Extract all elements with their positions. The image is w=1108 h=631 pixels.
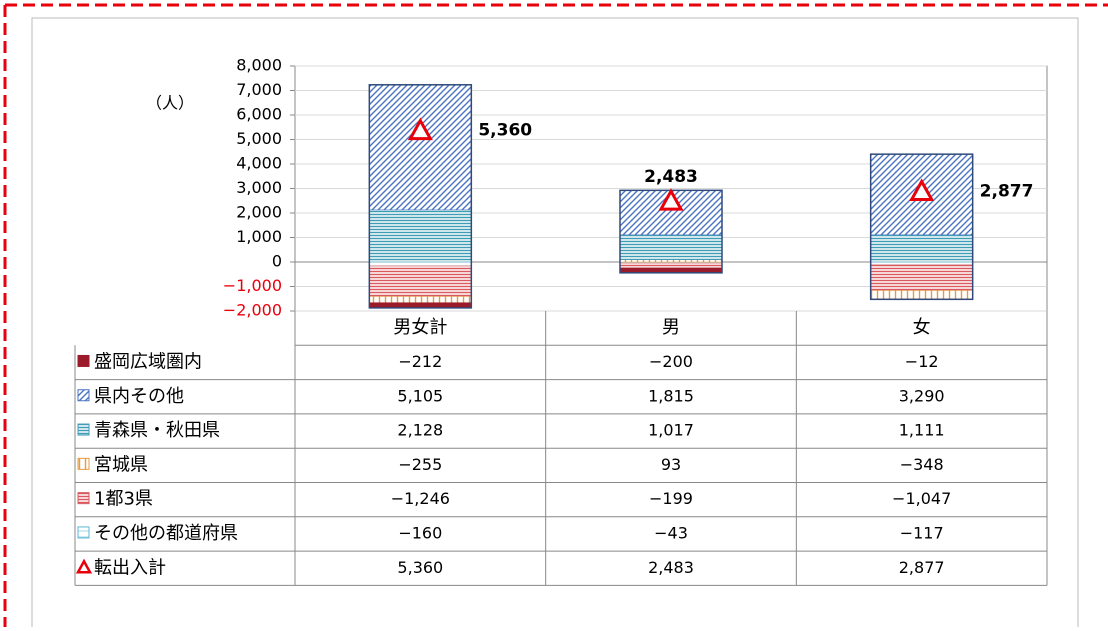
y-tick-label: 7,000	[236, 80, 282, 99]
x-tick-label: 女	[913, 317, 931, 338]
bar-segment	[369, 266, 471, 297]
table-cell: −12	[905, 352, 939, 371]
table-cell: −199	[649, 489, 693, 508]
legend-label: 県内その他	[94, 386, 184, 407]
bar-segment	[871, 262, 973, 265]
table-cell: −160	[398, 523, 442, 542]
legend-label: 宮城県	[94, 454, 148, 475]
table-cell: −212	[398, 352, 442, 371]
y-tick-label: 6,000	[236, 105, 282, 124]
legend-label: 1都3県	[94, 489, 153, 510]
data-label: 5,360	[478, 121, 532, 141]
legend-label: その他の都道府県	[94, 523, 238, 544]
bar-segment	[369, 85, 471, 210]
bar-segment	[369, 303, 471, 308]
legend-label: 盛岡広域圏内	[94, 351, 202, 372]
legend-swatch	[78, 424, 89, 435]
table-cell: 1,815	[648, 386, 694, 405]
table-cell: 5,105	[397, 386, 443, 405]
table-cell: −200	[649, 352, 693, 371]
table-cell: 5,360	[397, 558, 443, 577]
table-cell: −117	[900, 523, 944, 542]
y-tick-label: 8,000	[236, 56, 282, 75]
legend-swatch	[78, 493, 89, 504]
table-cell: 1,111	[899, 421, 945, 440]
y-tick-label: 4,000	[236, 154, 282, 173]
y-tick-label: −2,000	[223, 301, 282, 320]
legend-swatch	[78, 355, 89, 366]
bar-segment	[620, 263, 722, 268]
legend-label: 青森県・秋田県	[94, 420, 220, 441]
table-cell: −1,246	[391, 489, 450, 508]
table-cell: 2,877	[899, 558, 945, 577]
data-label: 2,877	[980, 182, 1034, 202]
table-cell: 1,017	[648, 421, 694, 440]
x-tick-label: 男	[662, 317, 680, 338]
y-tick-label: 2,000	[236, 203, 282, 222]
bar-segment	[369, 210, 471, 262]
y-tick-label: −1,000	[223, 276, 282, 295]
data-label: 2,483	[644, 167, 698, 187]
table-cell: −1,047	[892, 489, 951, 508]
bar-segment	[369, 262, 471, 266]
legend-swatch	[78, 527, 89, 538]
y-axis-label: （人）	[146, 94, 194, 113]
bar-segment	[620, 260, 722, 262]
y-tick-label: 3,000	[236, 178, 282, 197]
legend-swatch	[78, 390, 89, 401]
table-cell: 2,128	[397, 421, 443, 440]
bar-segment	[871, 265, 973, 291]
bar-segment	[620, 235, 722, 260]
legend-label: 転出入計	[94, 557, 166, 578]
y-tick-label: 5,000	[236, 129, 282, 148]
table-cell: −43	[654, 523, 688, 542]
bar-segment	[369, 296, 471, 302]
legend-swatch	[78, 458, 89, 469]
y-tick-label: 1,000	[236, 227, 282, 246]
y-tick-label: 0	[272, 252, 282, 271]
table-cell: −348	[900, 455, 944, 474]
bar-segment	[871, 291, 973, 300]
x-tick-label: 男女計	[393, 317, 447, 338]
table-cell: 2,483	[648, 558, 694, 577]
bar-segment	[871, 235, 973, 262]
table-cell: 3,290	[899, 386, 945, 405]
table-cell: −255	[398, 455, 442, 474]
table-cell: 93	[661, 455, 681, 474]
